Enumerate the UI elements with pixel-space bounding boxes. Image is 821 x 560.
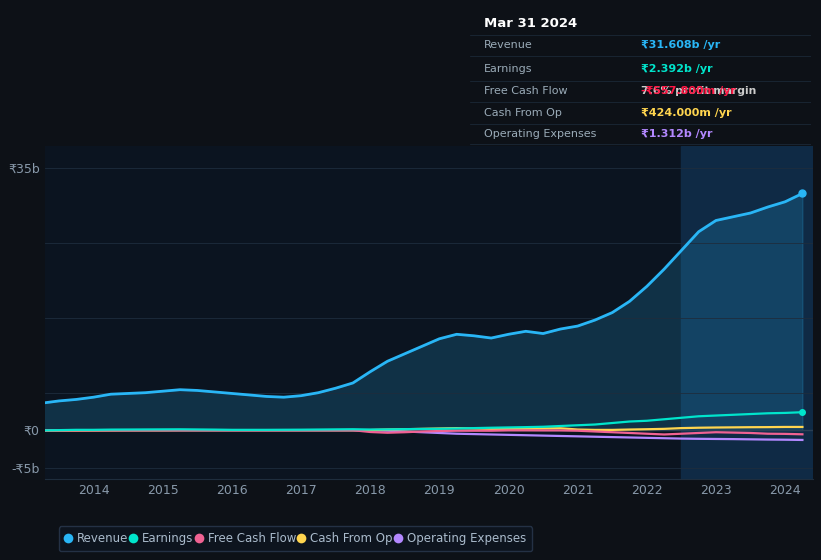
Text: Free Cash Flow: Free Cash Flow — [484, 86, 567, 96]
Text: 7.6% profit margin: 7.6% profit margin — [641, 86, 756, 96]
Bar — [681, 146, 819, 479]
Text: ₹31.608b /yr: ₹31.608b /yr — [641, 40, 720, 50]
Text: Earnings: Earnings — [484, 64, 533, 74]
Text: Cash From Op: Cash From Op — [484, 108, 562, 118]
Text: ₹1.312b /yr: ₹1.312b /yr — [641, 129, 713, 139]
Text: -₹557.800m /yr: -₹557.800m /yr — [641, 86, 736, 96]
Text: ₹424.000m /yr: ₹424.000m /yr — [641, 108, 732, 118]
Text: ₹2.392b /yr: ₹2.392b /yr — [641, 64, 713, 74]
Text: Revenue: Revenue — [484, 40, 533, 50]
Text: Mar 31 2024: Mar 31 2024 — [484, 16, 577, 30]
Legend: Revenue, Earnings, Free Cash Flow, Cash From Op, Operating Expenses: Revenue, Earnings, Free Cash Flow, Cash … — [59, 526, 532, 551]
Text: Operating Expenses: Operating Expenses — [484, 129, 596, 139]
